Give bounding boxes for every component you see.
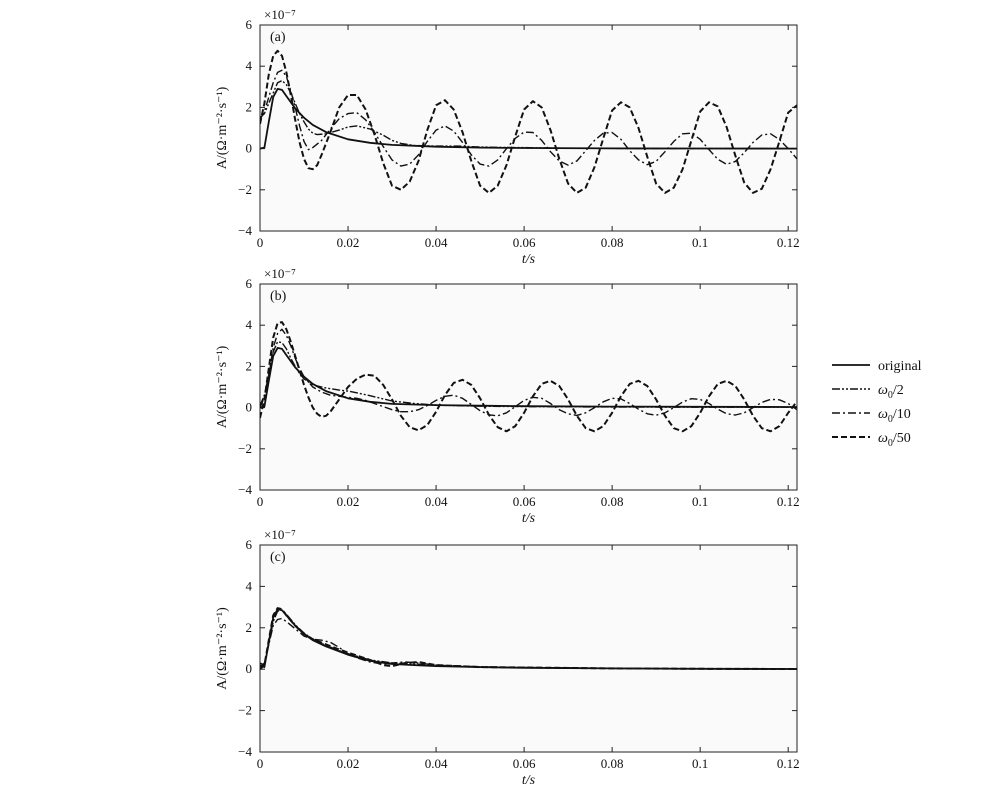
y-tick-label: −2 [238, 703, 252, 718]
y-axis-label: A/(Ω·m⁻²·s⁻¹) [215, 345, 230, 428]
y-tick-label: 4 [246, 58, 253, 73]
series-line-dashdot [260, 69, 797, 167]
y-tick-label: 2 [246, 99, 253, 114]
panel-a: 0 0.02 0.04 0.06 0.08 0.1 0.12 −4 −2 0 2 4 6 ×10⁻⁷ (a)… [215, 7, 800, 267]
series-line-dashdotdot [260, 609, 797, 670]
x-tick-label: 0.02 [337, 235, 360, 250]
y-tick-label: 4 [246, 578, 253, 593]
x-tick-label: 0 [257, 494, 264, 509]
x-tick-label: 0.1 [692, 494, 708, 509]
x-tick-label: 0.08 [601, 235, 624, 250]
panel-c: 0 0.02 0.04 0.06 0.08 0.1 0.12 −4 −2 0 2 4 6 ×10⁻⁷ (c)… [215, 527, 800, 788]
y-tick-label: 4 [246, 317, 253, 332]
x-tick-label: 0 [257, 235, 264, 250]
y-tick-label: 6 [246, 17, 253, 32]
panel-b: 0 0.02 0.04 0.06 0.08 0.1 0.12 −4 −2 0 2 4 6 ×10⁻⁷ (b)… [215, 266, 800, 526]
x-tick-label: 0.02 [337, 756, 360, 771]
series-line-solid [260, 88, 797, 150]
panel-label: (c) [270, 550, 286, 565]
x-tick-label: 0.04 [425, 235, 448, 250]
x-tick-label: 0.08 [601, 494, 624, 509]
y-tick-label: 6 [246, 276, 253, 291]
x-tick-label: 0 [257, 756, 264, 771]
plot-area [259, 24, 798, 232]
x-tick-label: 0.08 [601, 756, 624, 771]
y-axis-label: A/(Ω·m⁻²·s⁻¹) [215, 607, 230, 690]
x-tick-label: 0.04 [425, 494, 448, 509]
y-tick-label: 6 [246, 537, 253, 552]
exponent-note: ×10⁻⁷ [264, 527, 296, 542]
x-tick-label: 0.1 [692, 756, 708, 771]
x-tick-label: 0.02 [337, 494, 360, 509]
panel-label: (b) [270, 289, 287, 304]
x-tick-label: 0.1 [692, 235, 708, 250]
x-axis-label: t/s [522, 773, 536, 788]
y-tick-label: −4 [238, 744, 252, 759]
legend: original ω0/2 ω0/10 ω0/50 [832, 359, 922, 449]
series-line-dashdot [260, 617, 797, 670]
x-tick-label: 0.06 [513, 235, 536, 250]
y-tick-label: 0 [246, 400, 253, 415]
x-tick-label: 0.04 [425, 756, 448, 771]
series-line-dashed [260, 49, 797, 194]
y-tick-label: −2 [238, 182, 252, 197]
legend-label: ω0/50 [878, 431, 911, 449]
x-axis-label: t/s [522, 511, 536, 526]
y-tick-label: 0 [246, 141, 253, 156]
x-tick-label: 0.12 [777, 235, 800, 250]
series-line-dashed [260, 321, 797, 433]
x-tick-label: 0.06 [513, 494, 536, 509]
x-tick-label: 0.06 [513, 756, 536, 771]
y-tick-label: −2 [238, 441, 252, 456]
y-tick-label: −4 [238, 223, 252, 238]
legend-label: ω0/10 [878, 407, 911, 425]
y-tick-label: −4 [238, 482, 252, 497]
legend-label: original [878, 359, 922, 374]
x-tick-label: 0.12 [777, 756, 800, 771]
exponent-note: ×10⁻⁷ [264, 266, 296, 281]
x-tick-label: 0.12 [777, 494, 800, 509]
plot-area [259, 544, 798, 753]
series-line-dashdotdot [260, 341, 797, 408]
series-line-dashed [260, 607, 797, 670]
y-tick-label: 2 [246, 358, 253, 373]
y-tick-label: 0 [246, 661, 253, 676]
exponent-note: ×10⁻⁷ [264, 7, 296, 22]
plot-area [259, 283, 798, 491]
series-line-dashdot [260, 328, 797, 417]
x-axis-label: t/s [522, 252, 536, 267]
legend-label: ω0/2 [878, 383, 904, 401]
y-tick-label: 2 [246, 620, 253, 635]
y-axis-label: A/(Ω·m⁻²·s⁻¹) [215, 86, 230, 169]
panel-label: (a) [270, 30, 286, 45]
